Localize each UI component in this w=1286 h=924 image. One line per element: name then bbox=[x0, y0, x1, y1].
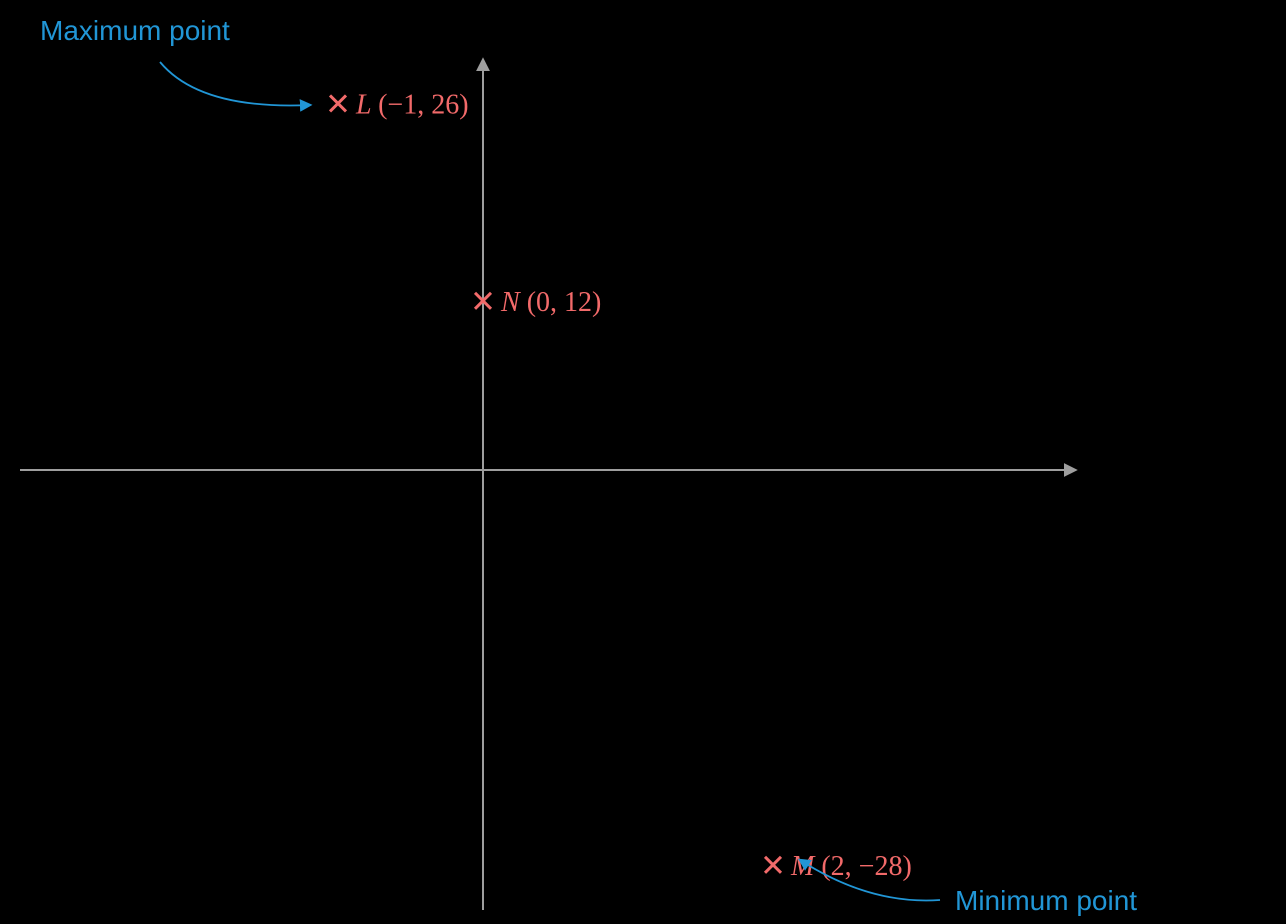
annotation-arrow-icon bbox=[160, 62, 310, 105]
point-label-N: N (0, 12) bbox=[500, 287, 601, 318]
annotation-text-max: Maximum point bbox=[40, 15, 230, 46]
point-N: N (0, 12) bbox=[475, 287, 601, 318]
point-label-M: M (2, −28) bbox=[790, 851, 912, 882]
annotations-layer: Maximum point Minimum point bbox=[40, 15, 1137, 916]
point-M: M (2, −28) bbox=[765, 851, 912, 882]
points-layer: L (−1, 26) N (0, 12) M (2, −28) bbox=[330, 89, 912, 881]
point-label-L: L (−1, 26) bbox=[355, 89, 469, 120]
annotation-text-min: Minimum point bbox=[955, 885, 1137, 916]
axes bbox=[20, 60, 1075, 910]
point-L: L (−1, 26) bbox=[330, 89, 469, 120]
annotation-max: Maximum point bbox=[40, 15, 310, 105]
